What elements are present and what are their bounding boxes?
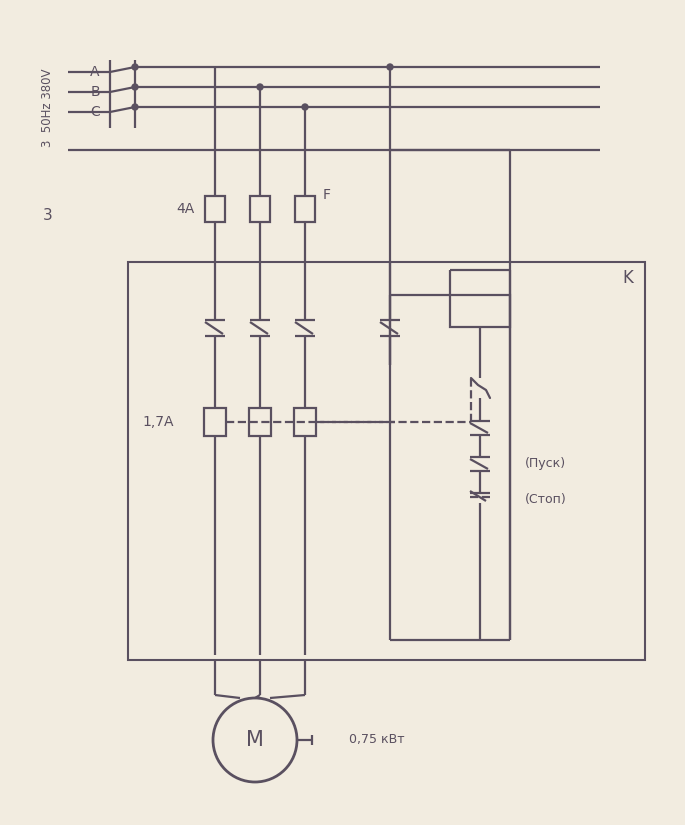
Text: 0,75 кВт: 0,75 кВт	[349, 733, 405, 747]
Text: F: F	[323, 188, 331, 202]
Text: C: C	[90, 105, 100, 119]
Circle shape	[213, 698, 297, 782]
Text: A: A	[90, 65, 100, 79]
Bar	[450, 295, 510, 327]
Text: 4A: 4A	[176, 202, 194, 216]
Circle shape	[132, 84, 138, 90]
Text: (Пуск): (Пуск)	[525, 458, 566, 470]
Bar	[204, 408, 226, 436]
Text: B: B	[90, 85, 100, 99]
Bar	[128, 262, 645, 660]
Bar	[250, 196, 270, 222]
Circle shape	[302, 104, 308, 110]
Bar	[295, 196, 315, 222]
Bar	[249, 408, 271, 436]
Text: K: K	[623, 269, 634, 287]
Bar	[205, 196, 225, 222]
Text: 1,7A: 1,7A	[142, 415, 174, 429]
Text: 3: 3	[43, 208, 53, 223]
Text: (Стоп): (Стоп)	[525, 493, 566, 506]
Circle shape	[132, 104, 138, 110]
Bar	[294, 408, 316, 436]
Circle shape	[257, 84, 263, 90]
Circle shape	[387, 64, 393, 70]
Text: 3  50Hz 380V: 3 50Hz 380V	[42, 68, 55, 147]
Text: M: M	[246, 730, 264, 750]
Circle shape	[132, 64, 138, 70]
